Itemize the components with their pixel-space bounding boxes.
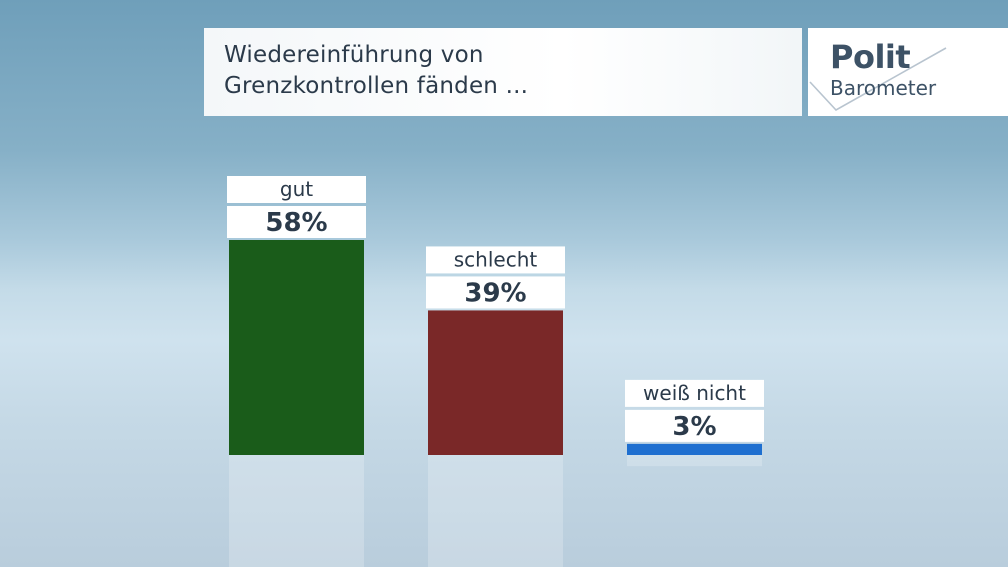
category-label-box	[227, 176, 366, 203]
logo-text-barometer: Barometer	[830, 76, 937, 100]
category-label-box	[426, 246, 565, 274]
bar-reflection	[428, 455, 563, 567]
value-label: 39%	[464, 278, 526, 308]
chart-title-line-2: Grenzkontrollen fänden ...	[224, 73, 529, 99]
category-label: gut	[280, 177, 313, 201]
category-label: weiß nicht	[643, 381, 746, 405]
value-label: 58%	[265, 208, 327, 238]
bar-0	[229, 240, 364, 455]
value-label-box	[227, 206, 366, 238]
bar-reflection	[627, 455, 762, 467]
bar-reflection	[229, 455, 364, 567]
checkmark-icon	[809, 47, 947, 112]
politbarometer-logo: Polit Barometer	[808, 28, 1008, 116]
bar-2	[627, 443, 762, 455]
category-label-box	[625, 379, 764, 407]
value-label-box	[625, 409, 764, 442]
bar-1	[428, 310, 563, 455]
category-label: schlecht	[454, 247, 538, 271]
chart-title-line-1: Wiedereinführung von	[224, 42, 484, 68]
logo-text-polit: Polit	[830, 38, 911, 76]
value-label-box	[426, 276, 565, 309]
chart-title-box: Wiedereinführung von Grenzkontrollen fän…	[204, 28, 802, 116]
value-label: 3%	[672, 412, 716, 442]
